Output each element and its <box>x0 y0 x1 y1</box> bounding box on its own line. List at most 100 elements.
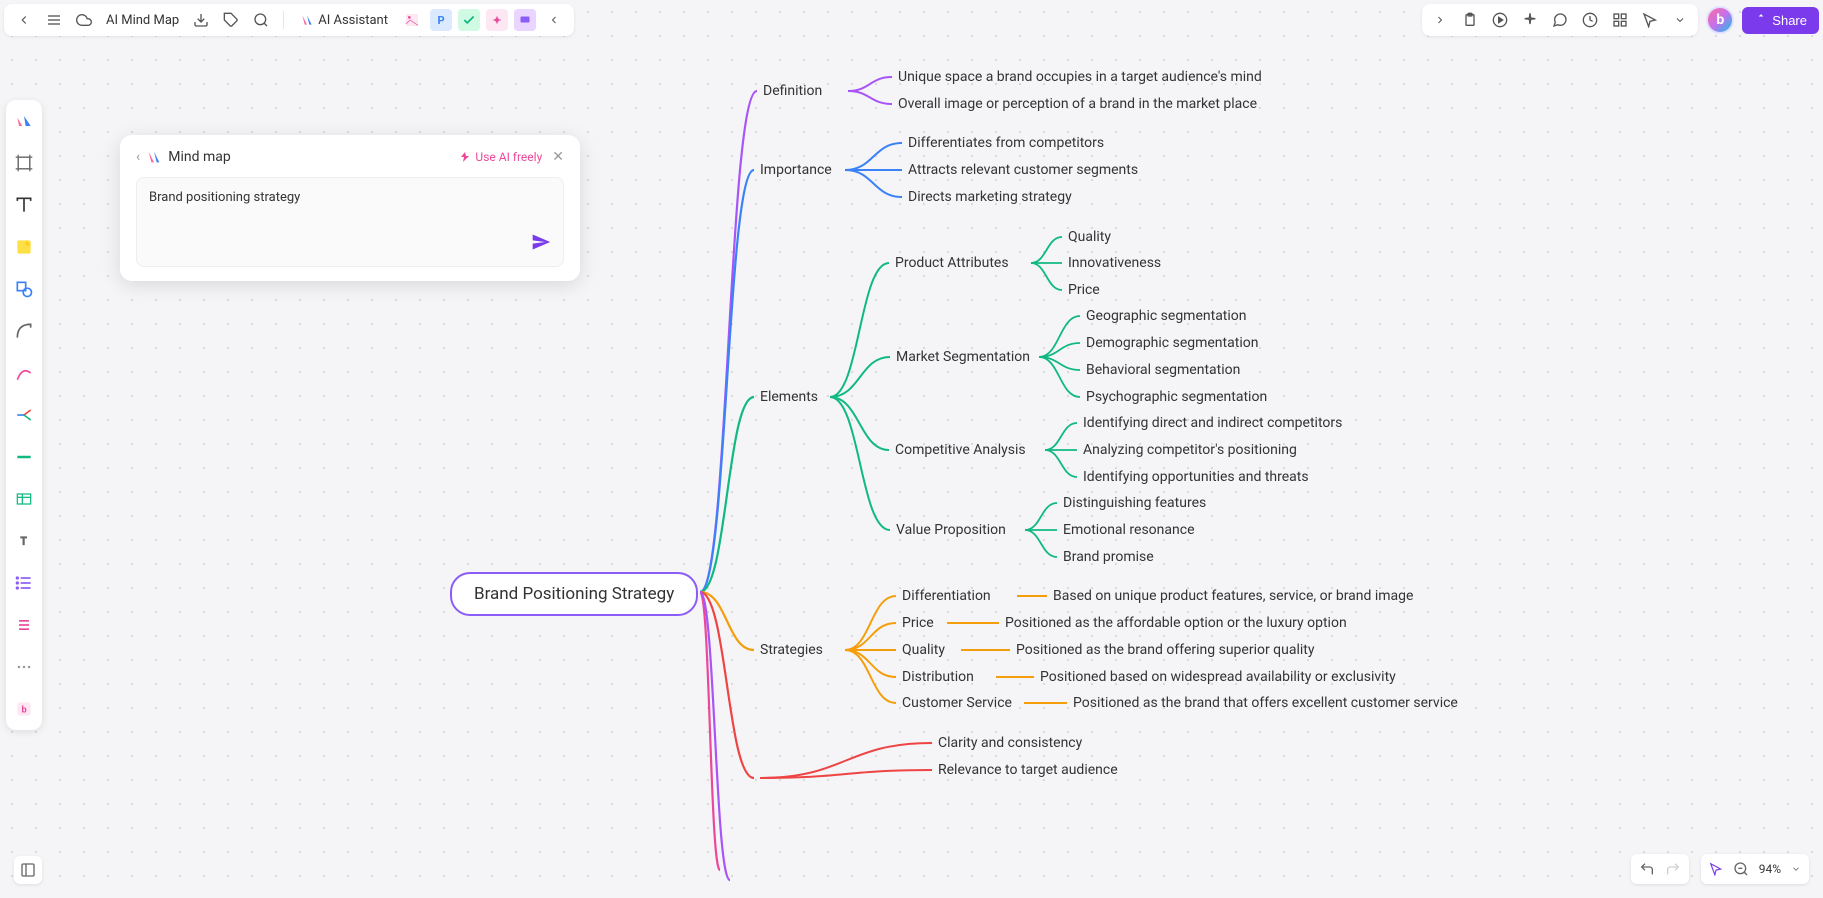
svg-text:T: T <box>21 536 27 547</box>
use-ai-freely-link[interactable]: Use AI freely <box>459 150 542 164</box>
popup-back-icon[interactable]: ‹ <box>136 149 140 165</box>
image-tool-icon[interactable] <box>400 8 424 32</box>
mindmap-node[interactable]: Innovativeness <box>1068 255 1161 271</box>
clipboard-icon[interactable] <box>1460 10 1480 30</box>
mindmap-node[interactable]: Distribution <box>902 669 974 685</box>
mindmap-node[interactable]: Elements <box>760 389 818 405</box>
popup-logo-icon <box>146 149 162 165</box>
mindmap-node[interactable]: Distinguishing features <box>1063 495 1206 511</box>
tag-button[interactable] <box>219 8 243 32</box>
app-logo[interactable]: b <box>1706 6 1734 34</box>
back-button[interactable] <box>12 8 36 32</box>
mindmap-node[interactable]: Geographic segmentation <box>1086 308 1247 324</box>
mindmap-node[interactable]: Positioned based on widespread availabil… <box>1040 669 1396 685</box>
tool-line-icon[interactable] <box>11 444 37 470</box>
mindmap-node[interactable]: Analyzing competitor's positioning <box>1083 442 1297 458</box>
share-button[interactable]: Share <box>1742 7 1819 34</box>
mindmap-node[interactable]: Positioned as the brand offering superio… <box>1016 642 1314 658</box>
mindmap-node[interactable]: Differentiation <box>902 588 991 604</box>
zoom-group: 94% <box>1701 854 1809 884</box>
collapse-left-icon[interactable] <box>542 8 566 32</box>
tool-green-icon[interactable] <box>458 9 480 31</box>
send-icon[interactable] <box>531 232 551 256</box>
tool-more-icon[interactable] <box>11 654 37 680</box>
undo-button[interactable] <box>1639 861 1655 877</box>
mindmap-node[interactable]: Emotional resonance <box>1063 522 1195 538</box>
mindmap-node[interactable]: Identifying direct and indirect competit… <box>1083 415 1342 431</box>
tool-shape-icon[interactable] <box>11 276 37 302</box>
cursor-icon[interactable] <box>1640 10 1660 30</box>
mindmap-node[interactable]: Product Attributes <box>895 255 1009 271</box>
mindmap-node[interactable]: Market Segmentation <box>896 349 1030 365</box>
popup-close-icon[interactable]: ✕ <box>552 149 564 165</box>
tool-sticky-icon[interactable] <box>11 234 37 260</box>
grid-icon[interactable] <box>1610 10 1630 30</box>
mindmap-node[interactable]: Positioned as the affordable option or t… <box>1005 615 1347 631</box>
mindmap-node[interactable]: Demographic segmentation <box>1086 335 1258 351</box>
right-icons-group <box>1422 4 1698 36</box>
use-ai-label: Use AI freely <box>475 150 542 164</box>
tool-pink-icon[interactable]: ✦ <box>486 9 508 31</box>
mindmap-node[interactable]: Identifying opportunities and threats <box>1083 469 1309 485</box>
mindmap-node[interactable]: Behavioral segmentation <box>1086 362 1240 378</box>
sparkle-icon[interactable] <box>1520 10 1540 30</box>
mindmap-node[interactable]: Directs marketing strategy <box>908 189 1072 205</box>
search-button[interactable] <box>249 8 273 32</box>
mindmap-node[interactable]: Psychographic segmentation <box>1086 389 1267 405</box>
ai-popup-header: ‹ Mind map Use AI freely ✕ <box>136 149 564 165</box>
mindmap-node[interactable]: Relevance to target audience <box>938 762 1118 778</box>
comment-icon[interactable] <box>1550 10 1570 30</box>
redo-button[interactable] <box>1665 861 1681 877</box>
tool-branch-icon[interactable] <box>11 402 37 428</box>
expand-right-icon[interactable] <box>1430 10 1450 30</box>
play-icon[interactable] <box>1490 10 1510 30</box>
zoom-dropdown-icon[interactable] <box>1791 864 1801 874</box>
mindmap-node[interactable]: Differentiates from competitors <box>908 135 1104 151</box>
mindmap-root-node[interactable]: Brand Positioning Strategy <box>450 572 698 616</box>
chevron-down-icon[interactable] <box>1670 10 1690 30</box>
ai-assistant-button[interactable]: AI Assistant <box>294 11 394 30</box>
tool-p-icon[interactable]: P <box>430 9 452 31</box>
mindmap-node[interactable]: Competitive Analysis <box>895 442 1026 458</box>
popup-title: Mind map <box>168 149 230 165</box>
mindmap-node[interactable]: Quality <box>902 642 945 658</box>
svg-text:b: b <box>22 705 27 715</box>
mindmap-node[interactable]: Strategies <box>760 642 823 658</box>
mindmap-node[interactable]: Importance <box>760 162 832 178</box>
tool-ai-icon[interactable]: b <box>11 696 37 722</box>
document-title[interactable]: AI Mind Map <box>106 13 179 28</box>
mindmap-node[interactable]: Price <box>1068 282 1100 298</box>
tool-list-icon[interactable] <box>11 570 37 596</box>
top-toolbar: AI Mind Map AI Assistant P ✦ <box>4 4 574 36</box>
mindmap-node[interactable]: Based on unique product features, servic… <box>1053 588 1413 604</box>
mindmap-node[interactable]: Customer Service <box>902 695 1012 711</box>
mindmap-node[interactable]: Definition <box>763 83 822 99</box>
tool-mindmap-icon[interactable] <box>11 108 37 134</box>
zoom-out-button[interactable] <box>1733 861 1749 877</box>
mindmap-node[interactable]: Overall image or perception of a brand i… <box>898 96 1257 112</box>
mindmap-node[interactable]: Unique space a brand occupies in a targe… <box>898 69 1262 85</box>
mindmap-node[interactable]: Clarity and consistency <box>938 735 1082 751</box>
tool-frame-icon[interactable] <box>11 150 37 176</box>
tool-list2-icon[interactable] <box>11 612 37 638</box>
mindmap-node[interactable]: Value Proposition <box>896 522 1006 538</box>
zoom-level[interactable]: 94% <box>1759 862 1781 876</box>
tool-text-icon[interactable] <box>11 192 37 218</box>
menu-button[interactable] <box>42 8 66 32</box>
tool-small-text-icon[interactable]: T <box>11 528 37 554</box>
tool-table-icon[interactable] <box>11 486 37 512</box>
history-icon[interactable] <box>1580 10 1600 30</box>
mindmap-node[interactable]: Attracts relevant customer segments <box>908 162 1138 178</box>
pointer-mode-icon[interactable] <box>1709 862 1723 876</box>
cloud-icon[interactable] <box>72 8 96 32</box>
mindmap-node[interactable]: Quality <box>1068 229 1111 245</box>
mindmap-node[interactable]: Brand promise <box>1063 549 1154 565</box>
mindmap-node[interactable]: Positioned as the brand that offers exce… <box>1073 695 1458 711</box>
tool-chat-icon[interactable] <box>514 9 536 31</box>
tool-pen-icon[interactable] <box>11 360 37 386</box>
download-button[interactable] <box>189 8 213 32</box>
ai-input-box[interactable]: Brand positioning strategy <box>136 177 564 267</box>
bottom-left-panel-button[interactable] <box>14 856 42 884</box>
tool-connector-icon[interactable] <box>11 318 37 344</box>
mindmap-node[interactable]: Price <box>902 615 934 631</box>
